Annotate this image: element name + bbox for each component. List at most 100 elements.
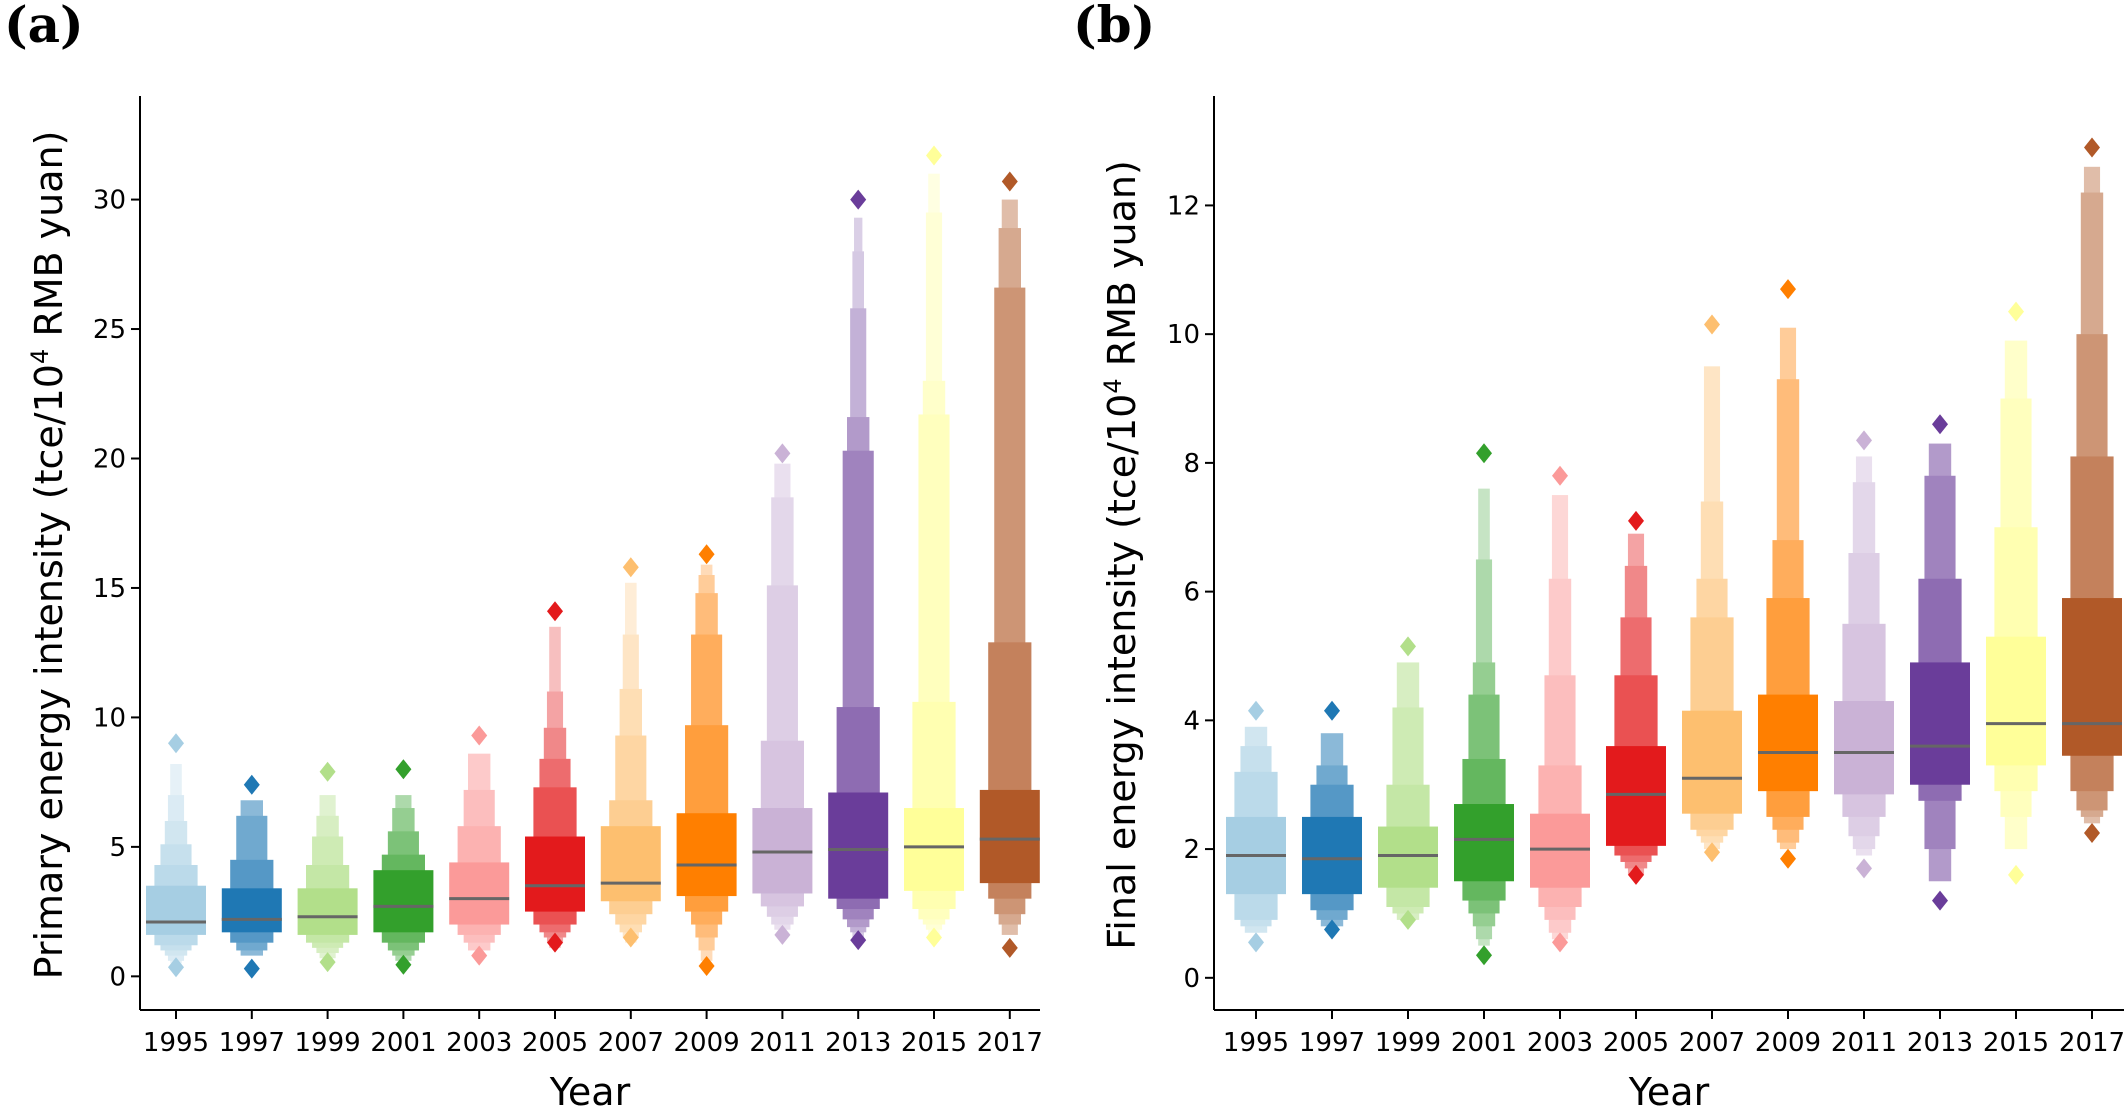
outlier-marker bbox=[1704, 842, 1720, 863]
x-tick-label: 2017 bbox=[977, 1028, 1043, 1058]
x-tick-label: 2009 bbox=[674, 1028, 740, 1058]
outlier-marker bbox=[395, 759, 412, 780]
outlier-marker bbox=[1704, 314, 1720, 335]
boxen-level bbox=[2062, 598, 2122, 756]
outlier-marker bbox=[1780, 279, 1796, 300]
boxen-group-2011 bbox=[1834, 430, 1894, 879]
boxen-group-2005 bbox=[1606, 510, 1666, 885]
outlier-marker bbox=[2084, 137, 2100, 158]
plot-area-a bbox=[146, 145, 1040, 979]
boxen-level bbox=[1378, 826, 1438, 888]
y-axis-title-main-a: Primary energy intensity (tce/10 bbox=[27, 364, 71, 979]
y-tick-label: 30 bbox=[93, 186, 126, 216]
outlier-marker bbox=[1400, 636, 1416, 657]
boxen-group-1995 bbox=[1226, 700, 1286, 953]
outlier-marker bbox=[1552, 932, 1568, 953]
outlier-marker bbox=[774, 443, 791, 464]
boxen-level bbox=[1606, 746, 1666, 846]
outlier-marker bbox=[1001, 937, 1018, 958]
x-tick-label: 2007 bbox=[1679, 1028, 1745, 1058]
boxen-group-2009 bbox=[676, 544, 737, 976]
x-tick-label: 2007 bbox=[598, 1028, 664, 1058]
y-tick-label: 10 bbox=[1167, 320, 1200, 350]
boxen-group-2001 bbox=[1454, 443, 1514, 966]
x-tick-label: 2015 bbox=[1983, 1028, 2049, 1058]
y-tick-label: 6 bbox=[1183, 578, 1200, 608]
panel-label-a: (a) bbox=[4, 0, 84, 54]
boxen-group-2013 bbox=[1910, 414, 1970, 911]
plot-area-b bbox=[1226, 137, 2122, 966]
x-axis-title-a: Year bbox=[549, 1070, 631, 1110]
boxen-level bbox=[1758, 694, 1818, 792]
outlier-marker bbox=[1628, 510, 1644, 531]
boxen-group-1999 bbox=[297, 761, 358, 973]
x-tick-label: 2017 bbox=[2059, 1028, 2125, 1058]
outlier-marker bbox=[1628, 864, 1644, 885]
y-axis-title-a: Primary energy intensity (tce/104 RMB yu… bbox=[26, 131, 71, 980]
boxen-group-2011 bbox=[752, 443, 813, 945]
y-tick-label: 25 bbox=[93, 315, 126, 345]
outlier-marker bbox=[243, 774, 260, 795]
boxen-level bbox=[1682, 710, 1742, 814]
x-tick-label: 2013 bbox=[1907, 1028, 1973, 1058]
boxen-group-2003 bbox=[449, 725, 510, 966]
y-ticks-b: 0 2 4 6 8 10 12 bbox=[1167, 191, 1214, 994]
x-tick-label: 1999 bbox=[295, 1028, 361, 1058]
x-tick-label: 2005 bbox=[522, 1028, 588, 1058]
boxen-level bbox=[1530, 813, 1590, 888]
x-tick-label: 1995 bbox=[1223, 1028, 1289, 1058]
boxen-group-2017 bbox=[979, 171, 1040, 958]
outlier-marker bbox=[1932, 890, 1948, 911]
y-ticks-a: 0 5 10 15 20 25 30 bbox=[93, 186, 140, 992]
x-tick-label: 2005 bbox=[1603, 1028, 1669, 1058]
y-axis-title-main-b: Final energy intensity (tce/10 bbox=[1100, 394, 1144, 950]
x-ticks-a: 1995 1997 1999 2001 2003 2005 2007 2009 2011 2013… bbox=[143, 1010, 1043, 1058]
boxen-level bbox=[449, 862, 510, 925]
y-tick-label: 15 bbox=[93, 574, 126, 604]
outlier-marker bbox=[547, 932, 563, 953]
outlier-marker bbox=[1476, 443, 1492, 464]
outlier-marker bbox=[2008, 864, 2024, 885]
y-tick-label: 20 bbox=[93, 444, 126, 474]
boxen-level bbox=[600, 826, 661, 902]
y-tick-label: 8 bbox=[1183, 449, 1200, 479]
outlier-marker bbox=[395, 954, 412, 975]
outlier-marker bbox=[1324, 919, 1340, 940]
x-tick-label: 2001 bbox=[1451, 1028, 1517, 1058]
boxen-group-2005 bbox=[525, 601, 585, 953]
panel-b: (b) 0 2 4 6 8 10 12 1995 1997 1999 2001 2003 2005 20… bbox=[1073, 0, 2125, 1110]
boxen-group-1999 bbox=[1378, 636, 1438, 930]
outlier-marker bbox=[1400, 909, 1416, 930]
outlier-marker bbox=[1856, 430, 1872, 451]
boxen-level bbox=[1302, 816, 1362, 895]
boxen-level bbox=[828, 792, 889, 899]
boxen-level bbox=[979, 789, 1040, 884]
boxen-level bbox=[525, 836, 585, 912]
outlier-marker bbox=[1932, 414, 1948, 435]
outlier-marker bbox=[1476, 945, 1492, 966]
outlier-marker bbox=[1324, 700, 1340, 721]
outlier-marker bbox=[1552, 465, 1568, 486]
boxen-group-2015 bbox=[1986, 301, 2046, 885]
outlier-marker bbox=[622, 557, 639, 578]
outlier-marker bbox=[2084, 822, 2100, 843]
outlier-marker bbox=[471, 945, 488, 966]
boxen-level bbox=[221, 888, 282, 933]
x-tick-label: 2011 bbox=[749, 1028, 815, 1058]
outlier-marker bbox=[850, 189, 867, 210]
y-tick-label: 4 bbox=[1183, 706, 1200, 736]
x-tick-label: 1997 bbox=[219, 1028, 285, 1058]
x-axis-title-b: Year bbox=[1628, 1070, 1710, 1110]
outlier-marker bbox=[1248, 700, 1264, 721]
x-tick-label: 2011 bbox=[1831, 1028, 1897, 1058]
x-tick-label: 1997 bbox=[1299, 1028, 1365, 1058]
outlier-marker bbox=[698, 955, 715, 976]
x-tick-label: 2013 bbox=[825, 1028, 891, 1058]
panel-label-b: (b) bbox=[1073, 0, 1155, 54]
outlier-marker bbox=[168, 733, 184, 754]
boxen-level bbox=[146, 885, 206, 935]
boxen-level bbox=[1834, 701, 1894, 795]
boxen-level bbox=[1986, 636, 2046, 766]
outlier-marker bbox=[698, 544, 715, 565]
